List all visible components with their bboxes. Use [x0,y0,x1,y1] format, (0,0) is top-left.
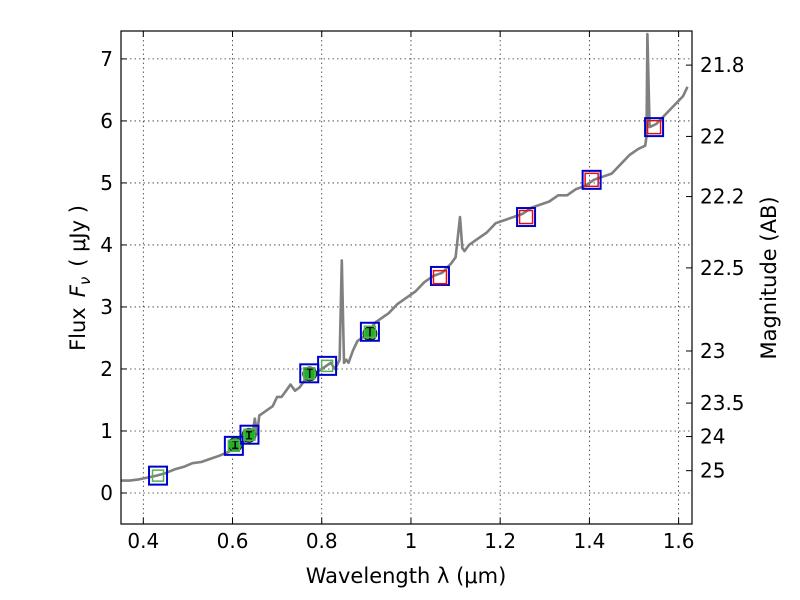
band-marker-blue [223,435,244,456]
band-marker-green [363,325,377,339]
grid [121,31,692,524]
x-axis: 0.4 0.6 0.8 1 1.2 1.4 1.6 [127,31,695,553]
x-tick-label: 0.4 [127,529,159,553]
y2-tick-label: 21.8 [700,53,745,77]
plot-area [121,32,689,486]
y-tick-label: 6 [100,109,113,133]
band-marker-blue [317,355,338,376]
y-tick-label: 7 [100,47,113,71]
y-axis: 0 1 2 3 4 5 6 7 [100,47,127,505]
band-marker-green [151,469,165,482]
x-tick-label: 1.6 [663,529,695,553]
y-tick-label: 5 [100,171,113,195]
band-marker-red [518,209,534,225]
x-tick-label: 0.6 [217,529,249,553]
y-tick-label: 1 [100,419,113,443]
band-marker-green [243,428,256,441]
band-marker-blue [429,265,450,286]
x-tick-label: 1.4 [573,529,605,553]
y2-tick-label: 23 [700,339,725,363]
model-spectrum-line [121,32,689,482]
band-marker-blue [516,207,537,228]
band-marker-green [320,359,334,373]
band-marker-blue [148,465,169,486]
y-tick-label: 3 [100,295,113,319]
x-tick-label: 0.8 [306,529,338,553]
x-tick-label: 1.2 [484,529,516,553]
band-marker-blue [581,169,602,190]
error-bar [246,430,253,440]
band-marker-red [584,172,599,188]
band-marker-red [646,119,662,135]
plot-frame [120,30,693,525]
y-tick-label: 0 [100,481,113,505]
y2-tick-label: 22 [700,124,725,148]
x-axis-label: Wavelength λ (μm) [306,564,507,588]
band-marker-blue [239,424,260,445]
y2-tick-label: 22.5 [700,256,745,280]
band-marker-green [227,439,241,453]
band-marker-red [432,269,448,285]
y2-tick-label: 22.2 [700,185,745,209]
y-tick-label: 2 [100,357,113,381]
band-marker-green [303,367,316,380]
x-tick-label: 1 [405,529,418,553]
band-marker-blue [359,321,380,342]
y2-axis-label: Magnitude (AB) [757,196,781,359]
y2-tick-label: 23.5 [700,391,745,415]
y2-tick-label: 25 [700,459,725,483]
y-tick-label: 4 [100,233,113,257]
band-marker-blue [644,117,665,138]
y2-tick-label: 24 [700,425,725,449]
y-axis-label: FluxFν( μJy ) [66,205,94,351]
y2-axis: 21.8 22 22.2 22.5 23 23.5 24 25 [686,53,745,483]
